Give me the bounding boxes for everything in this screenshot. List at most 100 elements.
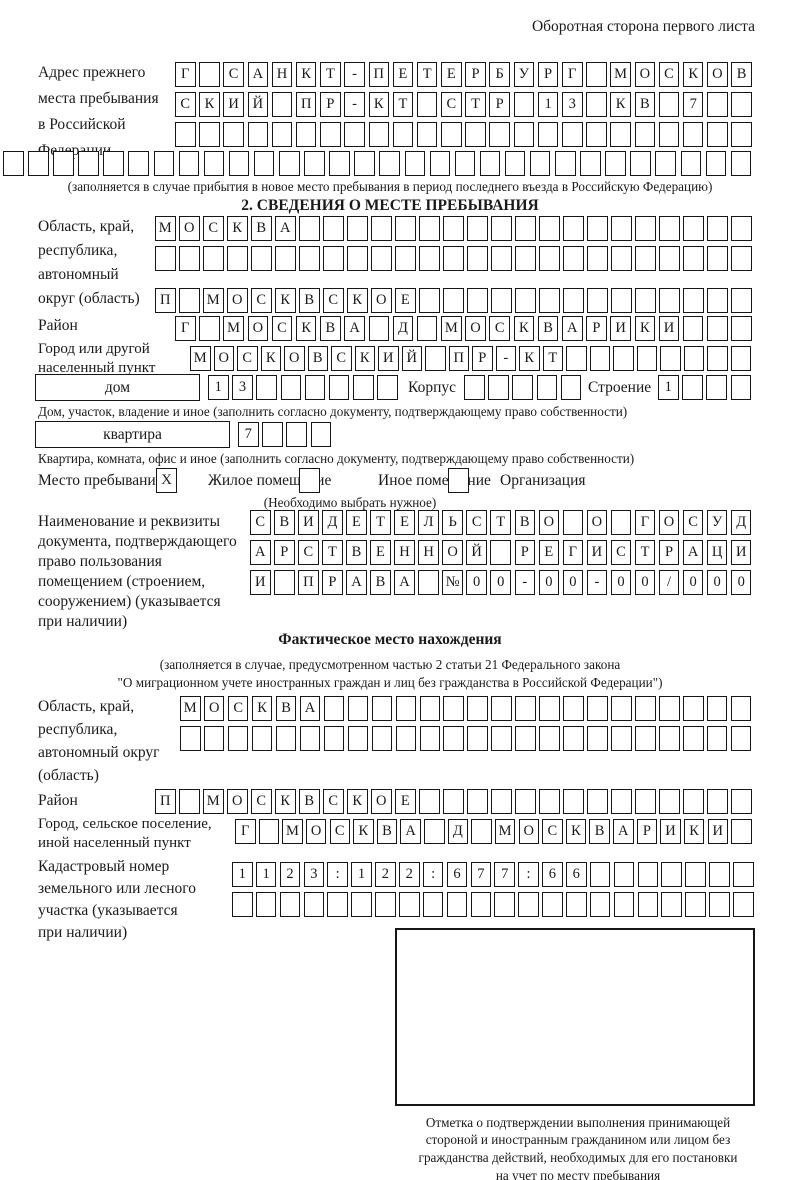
char-cell[interactable]: Е [370,540,391,565]
char-cell[interactable]: А [682,540,704,565]
char-cell[interactable]: М [441,316,462,341]
char-cell[interactable] [491,216,512,241]
char-cell[interactable] [255,892,277,917]
char-cell[interactable] [659,288,680,313]
char-cell[interactable] [731,92,752,117]
char-cell[interactable] [323,696,345,721]
char-cell[interactable] [262,422,283,447]
char-cell[interactable] [542,892,563,917]
char-cell[interactable]: И [610,316,631,341]
char-cell[interactable]: Й [247,92,269,117]
char-cell[interactable] [659,789,680,814]
char-cell[interactable]: В [299,789,320,814]
char-cell[interactable]: И [730,540,752,565]
char-cell[interactable] [347,246,368,271]
char-cell[interactable] [78,151,99,176]
char-cell[interactable] [347,726,369,751]
char-cell[interactable] [566,892,587,917]
char-cell[interactable]: С [250,510,271,535]
checkbox-organization[interactable] [448,468,469,493]
char-cell[interactable] [467,726,488,751]
char-cell[interactable]: О [707,62,728,87]
char-cell[interactable]: О [305,819,327,844]
char-cell[interactable] [613,892,635,917]
char-cell[interactable] [392,122,414,147]
char-cell[interactable] [731,789,752,814]
char-cell[interactable] [659,246,680,271]
char-cell[interactable] [175,122,196,147]
char-cell[interactable]: М [155,216,176,241]
char-cell[interactable]: И [378,346,399,371]
char-cell[interactable]: П [298,570,319,595]
char-cell[interactable] [605,151,626,176]
char-cell[interactable] [513,122,535,147]
char-cell[interactable] [539,726,560,751]
char-cell[interactable]: И [298,510,319,535]
char-cell[interactable] [203,246,224,271]
char-cell[interactable] [454,151,476,176]
char-cell[interactable] [443,726,464,751]
char-cell[interactable] [661,862,682,887]
char-cell[interactable]: К [251,696,273,721]
char-cell[interactable] [611,789,632,814]
char-cell[interactable] [637,862,659,887]
char-cell[interactable] [310,422,332,447]
char-cell[interactable] [730,346,751,371]
char-cell[interactable]: Т [392,92,414,117]
char-cell[interactable]: 1 [658,375,679,400]
char-cell[interactable]: К [565,819,587,844]
char-cell[interactable] [586,122,607,147]
char-cell[interactable]: 2 [375,862,396,887]
char-cell[interactable] [53,151,74,176]
char-cell[interactable]: Т [370,510,391,535]
char-cell[interactable]: : [422,862,444,887]
char-cell[interactable]: В [346,540,367,565]
char-cell[interactable] [562,510,584,535]
char-cell[interactable]: Р [465,62,486,87]
house-box[interactable]: дом [35,374,200,401]
char-cell[interactable] [203,726,225,751]
char-cell[interactable] [354,151,375,176]
char-cell[interactable]: М [203,288,224,313]
char-cell[interactable]: Т [490,510,511,535]
char-cell[interactable]: О [227,288,248,313]
char-cell[interactable] [419,288,440,313]
char-cell[interactable]: Р [489,92,510,117]
checkbox-residential[interactable]: X [156,468,177,493]
char-cell[interactable]: К [275,789,296,814]
char-cell[interactable] [416,316,438,341]
char-cell[interactable]: Й [401,346,422,371]
char-cell[interactable] [347,696,369,721]
char-cell[interactable]: В [320,316,341,341]
char-cell[interactable] [637,892,659,917]
char-cell[interactable]: О [203,696,225,721]
char-cell[interactable] [494,892,515,917]
char-cell[interactable]: Р [320,92,341,117]
char-cell[interactable]: К [634,316,656,341]
char-cell[interactable] [471,819,492,844]
char-cell[interactable]: 0 [466,570,487,595]
char-cell[interactable]: А [247,62,269,87]
char-cell[interactable]: В [634,92,656,117]
char-cell[interactable]: В [514,510,536,535]
char-cell[interactable] [280,375,302,400]
char-cell[interactable] [730,726,752,751]
char-cell[interactable] [488,375,509,400]
char-cell[interactable]: 0 [490,570,511,595]
char-cell[interactable] [279,151,300,176]
char-cell[interactable] [465,122,486,147]
char-cell[interactable]: О [658,510,680,535]
char-cell[interactable]: Г [175,62,196,87]
char-cell[interactable]: Д [447,819,469,844]
char-cell[interactable]: К [354,346,375,371]
char-cell[interactable]: К [347,789,368,814]
char-cell[interactable] [515,246,536,271]
char-cell[interactable] [513,92,535,117]
char-cell[interactable]: К [353,819,374,844]
char-cell[interactable] [395,726,417,751]
char-cell[interactable] [515,288,536,313]
char-cell[interactable]: В [275,696,297,721]
char-cell[interactable] [635,246,656,271]
char-cell[interactable]: 6 [542,862,563,887]
char-cell[interactable]: У [513,62,535,87]
